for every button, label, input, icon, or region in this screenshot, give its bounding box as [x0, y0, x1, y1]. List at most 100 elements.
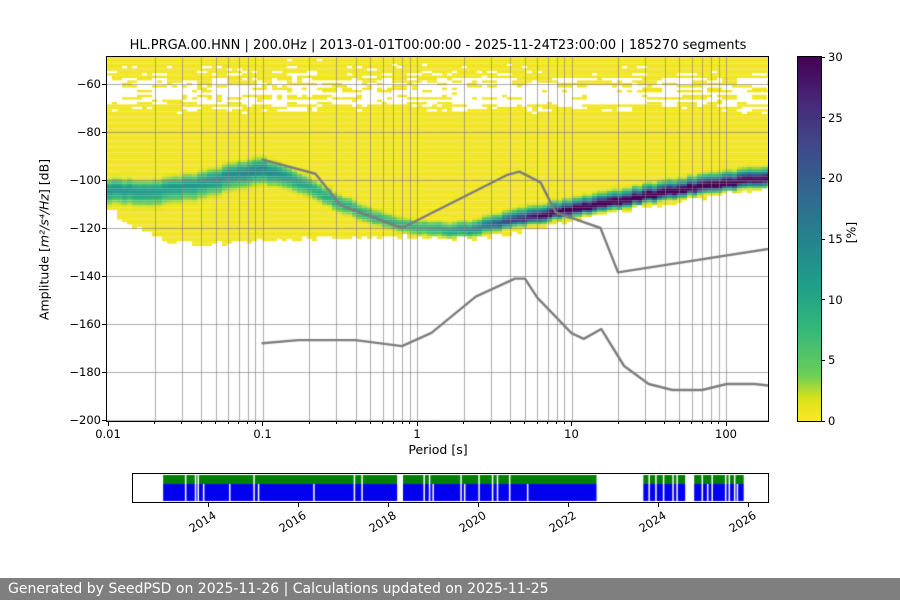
y-tick — [102, 275, 107, 277]
x-minor-tick — [536, 421, 538, 424]
timeline-year-label: 2016 — [276, 508, 309, 536]
x-minor-tick — [181, 421, 183, 424]
plot-title: HL.PRGA.00.HNN | 200.0Hz | 2013-01-01T00… — [129, 38, 747, 53]
y-tick — [102, 131, 107, 133]
colorbar-tick — [821, 299, 825, 301]
y-tick — [102, 323, 107, 325]
colorbar-tick-label: 0 — [828, 414, 836, 428]
colorbar-tick — [821, 238, 825, 240]
y-tick — [102, 179, 107, 181]
timeline-tick — [297, 502, 299, 507]
x-minor-tick — [718, 421, 720, 424]
x-axis-label: Period [s] — [408, 442, 468, 457]
colorbar-tick — [821, 359, 825, 361]
footer-text: Generated by SeedPSD on 2025-11-26 | Cal… — [8, 581, 549, 597]
y-axis-units: m²/s⁴/Hz — [36, 194, 52, 248]
colorbar-tick — [821, 420, 825, 422]
x-minor-tick — [154, 421, 155, 424]
data-availability-timeline — [132, 473, 769, 503]
x-minor-tick — [463, 421, 464, 424]
x-minor-tick — [644, 421, 646, 424]
y-tick — [102, 227, 107, 229]
x-minor-tick — [200, 421, 202, 424]
timeline-tick — [747, 502, 749, 507]
x-minor-tick — [409, 421, 411, 424]
y-tick-label: −140 — [69, 269, 101, 283]
x-minor-tick — [563, 421, 565, 424]
x-minor-tick — [401, 421, 403, 424]
y-tick-label: −200 — [69, 413, 101, 427]
x-minor-tick — [490, 421, 492, 424]
colorbar-tick-label: 20 — [828, 171, 843, 186]
colorbar — [797, 56, 822, 422]
x-tick — [725, 421, 727, 426]
y-tick-label: −180 — [69, 365, 101, 379]
x-minor-tick — [691, 421, 693, 424]
timeline-canvas — [133, 474, 768, 502]
colorbar-unit-label: [%] — [843, 221, 859, 244]
colorbar-gradient — [798, 57, 821, 421]
x-minor-tick — [254, 421, 256, 424]
x-minor-tick — [355, 421, 357, 424]
x-minor-tick — [678, 421, 680, 424]
ppsd-plot-area — [106, 56, 769, 422]
x-minor-tick — [664, 421, 666, 424]
x-minor-tick — [710, 421, 712, 424]
x-minor-tick — [547, 421, 549, 424]
colorbar-tick-label: 30 — [828, 50, 843, 64]
y-tick — [102, 371, 107, 373]
x-tick — [571, 421, 572, 426]
x-minor-tick — [335, 421, 337, 424]
x-tick-label: 0.01 — [95, 427, 121, 441]
y-tick-label: −160 — [69, 317, 101, 331]
timeline-tick — [207, 502, 209, 507]
x-minor-tick — [238, 421, 240, 424]
x-minor-tick — [382, 421, 384, 424]
colorbar-tick-label: 10 — [828, 292, 843, 307]
x-minor-tick — [617, 421, 619, 424]
y-tick-label: −60 — [76, 77, 101, 91]
timeline-tick — [477, 502, 479, 507]
y-tick-label: −80 — [76, 125, 101, 139]
timeline-year-label: 2020 — [456, 508, 489, 536]
timeline-year-label: 2024 — [636, 508, 669, 536]
x-minor-tick — [215, 421, 217, 424]
y-axis-label: Amplitude [m²/s⁴/Hz] [dB] — [36, 158, 52, 321]
colorbar-tick-label: 15 — [828, 232, 843, 246]
timeline-year-label: 2018 — [366, 508, 399, 536]
timeline-year-label: 2026 — [726, 508, 759, 536]
x-tick-label: 0.1 — [253, 427, 272, 441]
x-tick-label: 10 — [564, 427, 579, 441]
x-tick — [107, 421, 109, 426]
x-minor-tick — [227, 421, 229, 424]
x-minor-tick — [509, 421, 511, 424]
y-tick-label: −100 — [69, 173, 101, 187]
y-tick — [102, 83, 107, 85]
x-minor-tick — [369, 421, 371, 424]
timeline-year-label: 2022 — [546, 508, 579, 536]
colorbar-tick-label: 5 — [828, 353, 836, 368]
x-minor-tick — [701, 421, 703, 424]
x-tick-label: 1 — [413, 427, 421, 441]
x-minor-tick — [247, 421, 249, 424]
y-tick — [102, 419, 107, 421]
x-minor-tick — [392, 421, 394, 424]
timeline-tick — [567, 502, 569, 507]
x-tick — [416, 421, 418, 426]
x-minor-tick — [308, 421, 310, 424]
x-minor-tick — [556, 421, 558, 424]
y-tick-label: −120 — [69, 221, 101, 235]
colorbar-tick — [821, 56, 825, 58]
timeline-tick — [387, 502, 389, 507]
x-minor-tick — [524, 421, 526, 424]
x-tick-label: 100 — [715, 427, 737, 441]
colorbar-tick — [821, 117, 825, 119]
footer-bar: Generated by SeedPSD on 2025-11-26 | Cal… — [0, 578, 900, 600]
timeline-year-label: 2014 — [186, 508, 219, 536]
colorbar-tick — [821, 177, 825, 179]
timeline-tick — [657, 502, 659, 507]
colorbar-tick-label: 25 — [828, 110, 843, 125]
ppsd-heatmap-canvas — [107, 57, 768, 421]
x-tick — [262, 421, 263, 426]
